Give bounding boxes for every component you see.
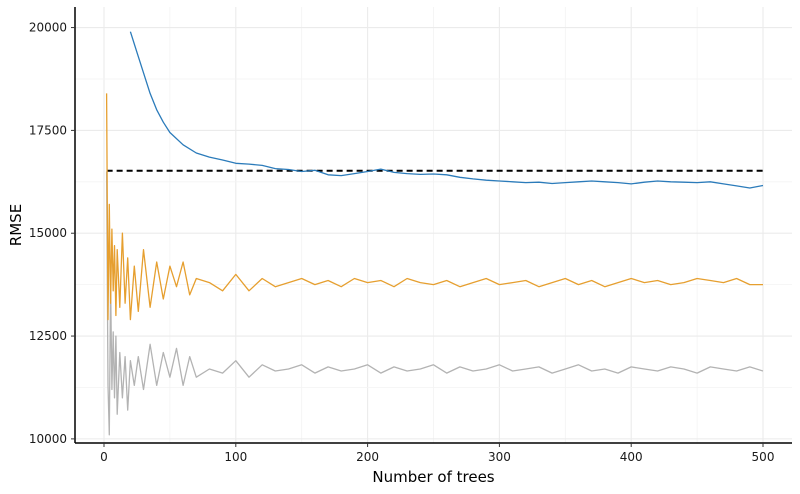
grid: [75, 7, 792, 443]
series-line-3: [105, 171, 764, 436]
y-axis-title: RMSE: [7, 204, 25, 246]
y-tick-label: 15000: [29, 226, 67, 240]
x-tick-label: 0: [100, 450, 108, 464]
y-tick-label: 20000: [29, 21, 67, 35]
tick-labels: 0 100 200 300 400 500 10000 12500 15000 17500 2000…: [29, 21, 775, 464]
y-tick-label: 12500: [29, 329, 67, 343]
x-tick-label: 200: [356, 450, 379, 464]
x-tick-label: 300: [488, 450, 511, 464]
x-tick-label: 100: [224, 450, 247, 464]
axes: [71, 7, 792, 447]
series-line-1: [129, 31, 764, 189]
y-tick-label: 17500: [29, 123, 67, 137]
x-axis-title: Number of trees: [372, 468, 494, 486]
series-layer: [105, 31, 764, 436]
x-tick-label: 400: [620, 450, 643, 464]
series-line-2: [105, 93, 763, 321]
y-tick-label: 10000: [29, 432, 67, 446]
x-tick-label: 500: [752, 450, 775, 464]
